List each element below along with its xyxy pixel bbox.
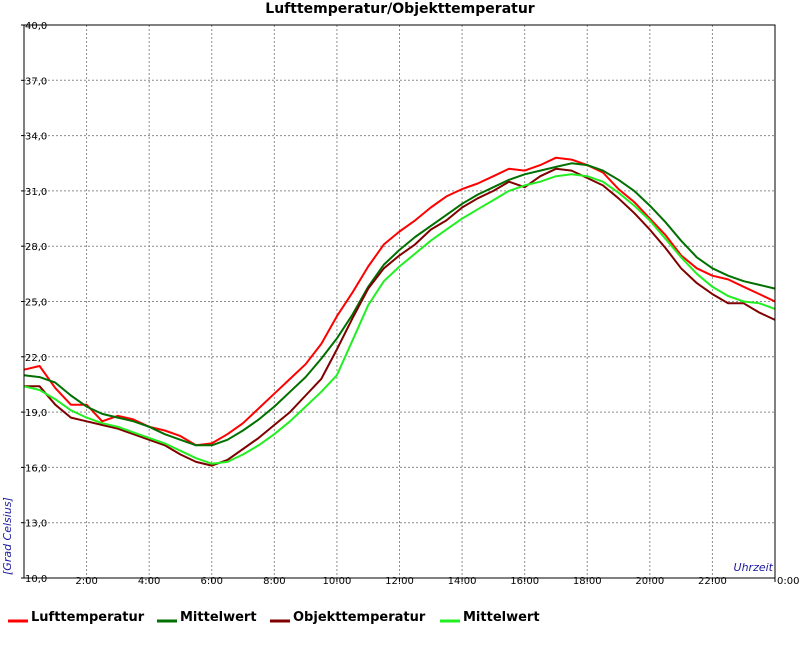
y-axis-ticks: 10,0 13,0 16,0 19,0 22,0 25,0 28,0 31,0 34,0 37,0… [21, 21, 47, 585]
y-tick-label: 37,0 [25, 76, 47, 87]
series-lines [23, 156, 776, 467]
y-tick-label: 31,0 [25, 187, 47, 198]
y-tick-label: 10,0 [25, 574, 47, 585]
y-tick-label: 34,0 [25, 132, 47, 143]
legend-label: Mittelwert [463, 610, 540, 625]
y-axis-label: [Grad Celsius] [1, 497, 14, 575]
legend-label: Objekttemperatur [293, 610, 426, 625]
grid-lines [24, 25, 775, 578]
chart-title: Lufttemperatur/Objekttemperatur [265, 1, 535, 17]
y-tick-label: 16,0 [25, 463, 47, 474]
series-line-2 [23, 162, 776, 447]
y-tick-label: 40,0 [25, 21, 47, 32]
y-tick-label: 13,0 [25, 519, 47, 530]
x-axis-ticks: 2:00 4:00 6:00 8:00 10:00 12:00 14:00 16:00 18:0… [75, 576, 799, 587]
legend: Lufttemperatur Mittelwert Objekttemperatur… [8, 610, 540, 625]
x-tick-label: 0:00 [777, 576, 799, 587]
series-line-3 [24, 167, 776, 467]
y-tick-label: 25,0 [25, 298, 47, 309]
legend-label: Mittelwert [180, 610, 257, 625]
y-tick-label: 22,0 [25, 353, 47, 364]
y-tick-label: 19,0 [25, 408, 47, 419]
x-axis-label: Uhrzeit [734, 561, 774, 574]
y-tick-label: 28,0 [25, 242, 47, 253]
legend-label: Lufttemperatur [31, 610, 145, 625]
series-line-4 [23, 173, 776, 465]
